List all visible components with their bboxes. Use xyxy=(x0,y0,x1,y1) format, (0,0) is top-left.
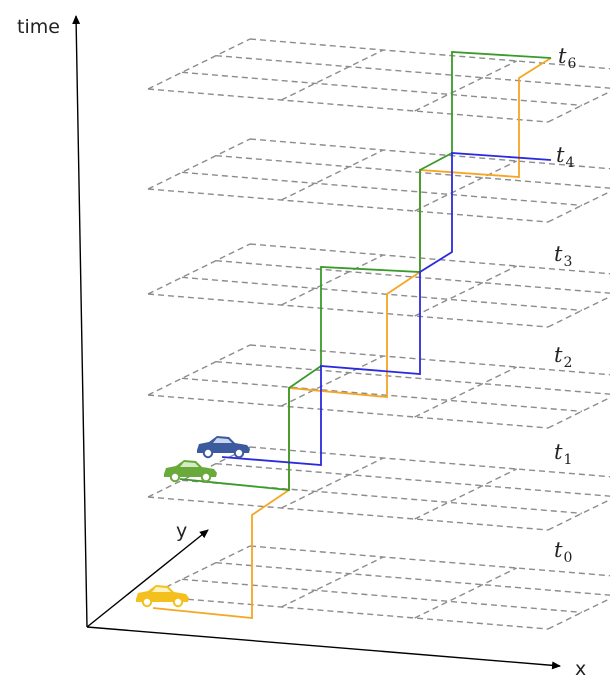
grid-line xyxy=(181,71,583,107)
grid-line xyxy=(181,377,583,413)
layer-label-t0: t0 xyxy=(554,538,572,566)
layer-labels: t0 t1 t2 t3 t4 t6 xyxy=(554,44,576,566)
y-axis xyxy=(86,529,209,628)
time-axis-label: time xyxy=(17,16,60,38)
grid-line xyxy=(249,243,610,275)
time-axis xyxy=(72,15,88,628)
axes: time x y xyxy=(17,15,586,680)
grid-line xyxy=(215,360,610,395)
grid-line xyxy=(181,578,583,614)
y-axis-label: y xyxy=(176,520,187,542)
grid-line xyxy=(181,171,583,207)
grid-line xyxy=(414,265,517,317)
grid-line xyxy=(147,595,549,630)
grid-line xyxy=(281,254,384,306)
grid-line xyxy=(147,394,549,429)
blue-car-icon xyxy=(197,436,250,459)
grid-line xyxy=(147,38,251,90)
grid-line xyxy=(249,38,610,70)
grid-line xyxy=(215,259,610,294)
grid-line xyxy=(215,462,610,497)
grid-line xyxy=(414,468,517,520)
layer-label-t1: t1 xyxy=(554,440,572,468)
x-axis-label: x xyxy=(575,658,586,680)
grid-plane xyxy=(147,545,610,630)
yellow-car-icon xyxy=(136,585,189,608)
grid-line xyxy=(414,366,517,418)
grid-line xyxy=(147,88,549,123)
grid-line xyxy=(215,54,610,89)
grid-layers xyxy=(147,38,610,630)
layer-label-t6: t6 xyxy=(558,44,576,72)
grid-line xyxy=(249,446,610,478)
layer-label-t3: t3 xyxy=(554,242,572,270)
grid-plane xyxy=(147,138,610,223)
grid-plane xyxy=(147,243,610,328)
grid-line xyxy=(147,496,549,531)
grid-line xyxy=(281,149,384,201)
layer-label-t4: t4 xyxy=(556,143,574,171)
grid-line xyxy=(181,479,583,515)
grid-line xyxy=(547,396,610,429)
grid-plane xyxy=(147,446,610,531)
grid-line xyxy=(281,49,384,101)
grid-line xyxy=(547,498,610,531)
grid-line xyxy=(547,190,610,223)
orange-trajectory xyxy=(152,57,552,619)
grid-line xyxy=(414,60,517,112)
grid-line xyxy=(414,160,517,212)
grid-line xyxy=(215,154,610,189)
grid-line xyxy=(414,567,517,619)
grid-line xyxy=(147,243,251,295)
grid-line xyxy=(281,457,384,509)
layer-label-t2: t2 xyxy=(554,343,572,371)
grid-line xyxy=(249,344,610,376)
x-axis xyxy=(86,626,561,670)
grid-line xyxy=(147,545,251,597)
trajectories xyxy=(152,51,552,619)
grid-line xyxy=(147,293,549,328)
grid-line xyxy=(147,446,251,498)
grid-line xyxy=(215,561,610,596)
green-car-icon xyxy=(164,460,217,483)
grid-line xyxy=(249,138,610,170)
blue-trajectory xyxy=(221,152,552,466)
grid-line xyxy=(147,138,251,190)
grid-line xyxy=(147,188,549,223)
grid-line xyxy=(547,90,610,123)
grid-line xyxy=(281,355,384,407)
grid-plane xyxy=(147,344,610,429)
grid-line xyxy=(547,295,610,328)
grid-plane xyxy=(147,38,610,123)
grid-line xyxy=(249,545,610,577)
grid-line xyxy=(281,556,384,608)
grid-line xyxy=(147,344,251,396)
grid-line xyxy=(547,597,610,630)
green-trajectory xyxy=(179,51,552,491)
grid-line xyxy=(181,276,583,312)
